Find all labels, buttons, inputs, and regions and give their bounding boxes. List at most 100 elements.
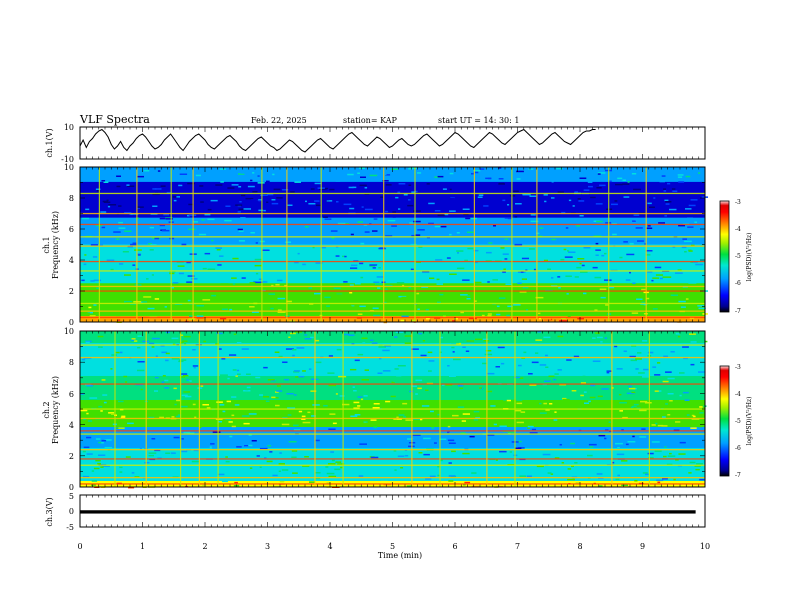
spec-cell (378, 267, 381, 269)
spec-cell (693, 415, 696, 418)
spec-cell (648, 457, 654, 459)
spec-cell (416, 292, 420, 295)
spec-cell (220, 181, 224, 183)
spec-cell (663, 188, 666, 190)
spec-cell (662, 478, 668, 480)
spec-cell (247, 242, 255, 245)
spec-cell (627, 181, 630, 183)
spec-cell (424, 175, 427, 177)
spec-cell (349, 284, 354, 286)
spec-band (80, 192, 705, 195)
spec-cell (684, 251, 687, 253)
ch3-ytick-top: 5 (69, 492, 74, 501)
ch2-cb-tick-m7: -7 (735, 472, 741, 479)
spec-cell (173, 436, 180, 439)
spec-cell (337, 463, 345, 465)
spec-cell (447, 197, 455, 200)
spec-cell (460, 311, 464, 314)
spec-row (80, 190, 705, 195)
spec-cell (596, 473, 603, 475)
spec-cell (262, 281, 268, 283)
spec-cell (651, 441, 660, 443)
spec-cell (234, 305, 241, 307)
spec-cell (592, 266, 598, 269)
spec-cell (558, 287, 561, 289)
spec-cell (361, 206, 364, 208)
spec-cell (263, 366, 268, 369)
spec-cell (634, 480, 638, 482)
spec-cell (257, 182, 265, 184)
spec-cell (254, 258, 262, 261)
spec-cell (647, 225, 651, 227)
spec-cell (124, 268, 130, 271)
spec-cell (181, 243, 187, 246)
spec-cell (520, 271, 524, 273)
spec-cell (228, 421, 233, 423)
ch2-spec-ytick-10: 10 (64, 327, 74, 336)
spec-cell (527, 425, 534, 428)
spec-cell (559, 416, 564, 419)
spec-cell (504, 258, 508, 260)
spec-cell (605, 304, 609, 306)
spec-cell (517, 282, 522, 285)
spec-cell (118, 427, 125, 429)
spec-cell (417, 229, 425, 231)
spec-row (80, 406, 705, 410)
spec-cell (601, 254, 605, 257)
spec-cell (545, 366, 549, 368)
spec-cell (457, 385, 464, 387)
station-label: station= KAP (343, 116, 398, 125)
spec-cell (531, 361, 539, 364)
spec-cell (492, 283, 497, 286)
spec-cell (102, 394, 108, 396)
spec-cell (484, 353, 493, 356)
spec-cell (164, 338, 172, 341)
spec-row (80, 430, 705, 434)
spec-cell (413, 210, 421, 212)
spec-cell (522, 193, 531, 196)
spec-cell (442, 231, 445, 234)
spec-cell (690, 341, 697, 343)
spec-cell (176, 415, 181, 418)
spec-cell (675, 459, 679, 461)
spec-cell (449, 362, 456, 365)
spec-cell (393, 418, 397, 420)
spec-cell (400, 258, 405, 260)
spec-cell (456, 250, 464, 252)
spec-cell (255, 376, 261, 379)
spec-cell (123, 375, 128, 378)
spec-cell (654, 450, 662, 452)
spec-cell (697, 425, 702, 428)
spec-cell (460, 432, 466, 434)
spec-cell (679, 372, 685, 374)
spec-cell (680, 306, 686, 308)
spec-cell (487, 315, 492, 317)
spec-cell (125, 456, 131, 458)
spec-cell (660, 277, 663, 280)
spec-cell (240, 171, 244, 173)
spec-cell (410, 268, 414, 271)
spec-cell (401, 315, 409, 318)
spec-cell (646, 227, 653, 229)
spec-cell (550, 268, 558, 270)
spec-cell (373, 218, 378, 220)
spec-cell (411, 319, 416, 322)
spec-cell (151, 438, 156, 440)
spec-cell (469, 185, 475, 188)
spec-cell (600, 341, 603, 343)
spec-cell (529, 195, 537, 197)
spec-cell (420, 354, 427, 357)
ch1-cb-tick-m3: -3 (735, 199, 741, 206)
spec-cell (486, 434, 495, 436)
spec-cell (659, 180, 665, 183)
spec-cell (450, 246, 457, 248)
spec-cell (90, 244, 98, 246)
spec-cell (279, 303, 285, 306)
spec-cell (137, 369, 145, 372)
spec-cell (300, 429, 305, 431)
spec-cell (246, 373, 251, 375)
spec-cell (349, 292, 353, 294)
spec-cell (626, 253, 635, 256)
spec-cell (130, 243, 137, 246)
spec-cell (330, 451, 334, 453)
